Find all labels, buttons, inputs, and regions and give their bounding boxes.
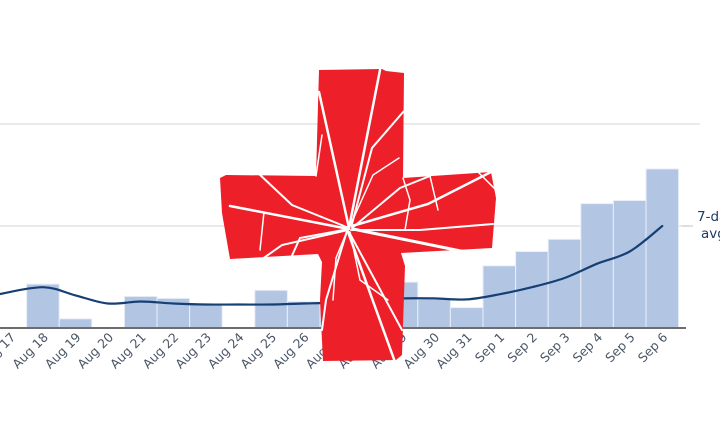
crack-lines	[228, 68, 499, 364]
bar-aug-26	[286, 301, 321, 329]
bar-aug-19	[58, 318, 93, 329]
bar-aug-30	[417, 298, 451, 329]
x-tick-label: Sep 1	[472, 330, 508, 366]
x-tick-label: Sep 4	[570, 329, 606, 365]
bar-sep-3	[547, 238, 582, 329]
shattered-red-cross-icon	[220, 68, 499, 364]
bar-aug-25	[254, 289, 288, 329]
x-tick-label: Sep 6	[635, 329, 671, 365]
bar-sep-4	[580, 203, 614, 329]
bar-aug-23	[189, 304, 223, 329]
bar-sep-5	[612, 200, 647, 329]
x-tick-label: Aug 31	[433, 330, 475, 372]
bar-aug-18	[26, 283, 60, 329]
series-label-7-day-avg-line1: 7-da	[697, 209, 720, 225]
x-tick-label: Sep 2	[504, 330, 540, 366]
bar-sep-6	[645, 168, 680, 329]
bar-aug-31	[449, 307, 484, 329]
x-tick-label: Sep 5	[602, 330, 638, 366]
series-label-7-day-avg-line2: avg	[701, 226, 720, 242]
x-tick-label: Sep 3	[537, 330, 573, 366]
